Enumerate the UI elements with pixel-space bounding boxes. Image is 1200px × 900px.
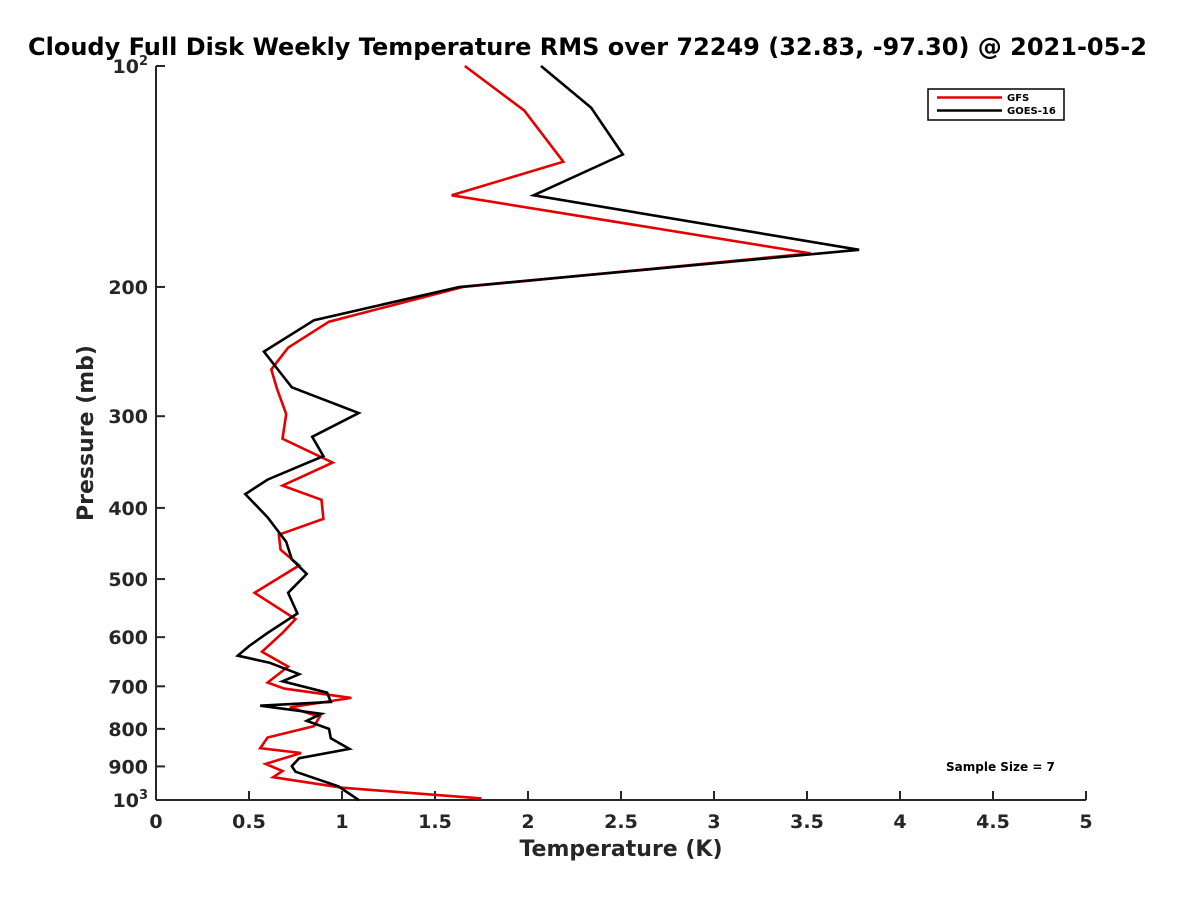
y-tick-base: 10 (113, 790, 139, 812)
y-tick-label: 600 (108, 627, 148, 649)
legend-box (927, 88, 1065, 121)
legend: GFS GOES-16 (927, 88, 1065, 121)
x-tick-label: 0 (149, 811, 162, 833)
legend-label-gfs: GFS (1007, 93, 1029, 104)
chart-title: Cloudy Full Disk Weekly Temperature RMS … (28, 33, 1147, 61)
y-tick-label: 800 (108, 719, 148, 741)
x-tick-label: 0.5 (232, 811, 266, 833)
legend-label-goes16: GOES-16 (1007, 106, 1056, 117)
y-tick-exponent: 3 (139, 788, 148, 803)
x-tick-label: 4 (893, 811, 906, 833)
y-tick-base: 10 (113, 56, 139, 78)
series-lines (234, 64, 860, 802)
y-tick-label: 103 (113, 788, 149, 812)
x-tick-label: 3 (707, 811, 720, 833)
x-tick-label: 4.5 (976, 811, 1010, 833)
x-tick-label: 1.5 (418, 811, 452, 833)
x-tick-label: 1 (335, 811, 348, 833)
sample-size-annotation: Sample Size = 7 (946, 760, 1055, 774)
x-tick-label: 2.5 (604, 811, 638, 833)
y-tick-label: 400 (108, 498, 148, 520)
y-tick-label: 900 (108, 756, 148, 778)
x-axis-ticks: 0 0.5 1 1.5 2 2.5 3 3.5 4 4.5 5 (149, 791, 1093, 833)
series-line-goes16 (234, 65, 860, 802)
y-tick-label: 700 (108, 676, 148, 698)
y-tick-label: 102 (113, 54, 149, 78)
x-tick-label: 3.5 (790, 811, 824, 833)
y-tick-label: 200 (108, 277, 148, 299)
y-tick-exponent: 2 (139, 54, 148, 69)
series-line-gfs (252, 64, 811, 800)
y-axis-label: Pressure (mb) (74, 345, 99, 521)
x-tick-label: 2 (521, 811, 534, 833)
y-tick-label: 300 (108, 406, 148, 428)
x-axis-label: Temperature (K) (519, 837, 722, 862)
y-tick-label: 500 (108, 569, 148, 591)
x-tick-label: 5 (1079, 811, 1092, 833)
